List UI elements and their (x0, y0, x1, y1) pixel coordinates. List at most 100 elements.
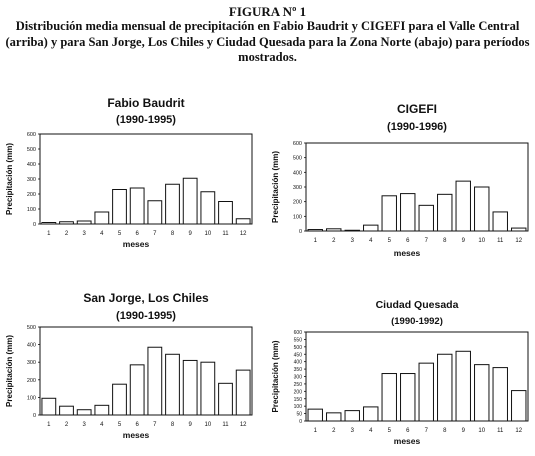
y-tick-label: 300 (293, 185, 302, 191)
figure-caption: Distribución media mensual de precipitac… (5, 19, 530, 64)
bar-month-6 (129, 364, 145, 416)
bar-month-12 (511, 227, 527, 232)
bar-month-6 (400, 373, 416, 422)
y-tick-label: 450 (294, 352, 303, 358)
x-axis-title: meses (123, 239, 150, 249)
y-tick-label: 400 (293, 170, 302, 176)
x-tick-label: 11 (497, 238, 504, 244)
x-tick-label: 11 (497, 428, 504, 434)
bar-month-6 (400, 193, 416, 232)
y-tick-label: 500 (294, 345, 303, 351)
y-tick-label: 300 (294, 375, 303, 381)
chart-title: CIGEFI (397, 102, 437, 116)
y-tick-label: 200 (27, 192, 36, 198)
bar-month-1 (307, 229, 323, 232)
bar-month-4 (94, 211, 110, 225)
x-tick-label: 4 (100, 422, 104, 428)
bar-month-11 (218, 382, 233, 416)
chart-title: Fabio Baudrit (107, 96, 184, 110)
y-tick-label: 550 (294, 337, 303, 343)
x-tick-label: 8 (171, 422, 175, 428)
bar-month-11 (492, 367, 508, 422)
bar-month-12 (235, 218, 251, 225)
bar-month-3 (76, 409, 92, 416)
y-tick-label: 400 (27, 162, 36, 168)
y-tick-label: 600 (27, 132, 36, 138)
x-tick-label: 1 (314, 428, 318, 434)
x-tick-label: 4 (369, 428, 373, 434)
x-tick-label: 6 (135, 231, 139, 237)
x-tick-label: 3 (82, 422, 86, 428)
chart-fabio-baudrit-svg: Fabio Baudrit (1990-1995) 0 100 200 300 400 500… (5, 96, 253, 249)
x-tick-label: 9 (462, 238, 466, 244)
bar-month-5 (381, 195, 397, 232)
bar-month-3 (76, 220, 92, 225)
x-tick-label: 12 (240, 422, 247, 428)
chart-ciudad-quesada: Ciudad Quesada (1990-1992) 0 50 100 150 200 250… (268, 296, 535, 452)
chart-fabio-baudrit: Fabio Baudrit (1990-1995) 0 100 200 300 400 500… (0, 92, 268, 252)
x-tick-label: 1 (47, 231, 51, 237)
x-tick-label: 5 (118, 231, 122, 237)
x-tick-label: 8 (171, 231, 175, 237)
x-tick-label: 6 (135, 422, 139, 428)
chart-subtitle: (1990-1995) (116, 310, 176, 322)
x-tick-label: 2 (332, 238, 336, 244)
y-tick-label: 600 (293, 141, 302, 147)
bar-month-4 (363, 224, 379, 232)
x-axis-title: meses (123, 430, 150, 440)
bar-month-2 (59, 221, 74, 225)
bar-month-2 (326, 412, 342, 422)
chart-title: San Jorge, Los Chiles (83, 291, 209, 305)
x-tick-label: 7 (425, 428, 429, 434)
y-tick-label: 200 (293, 200, 302, 206)
bar-month-8 (165, 353, 180, 416)
chart-title: Ciudad Quesada (376, 299, 459, 311)
y-axis-title: Precipitación (mm) (5, 143, 14, 215)
bar-month-11 (492, 211, 508, 232)
y-tick-label: 100 (293, 214, 302, 220)
bar-month-7 (418, 204, 434, 232)
bar-month-10 (200, 191, 216, 225)
x-tick-label: 8 (443, 428, 447, 434)
bar-month-9 (182, 359, 198, 416)
bar-month-5 (112, 189, 127, 225)
y-tick-label: 200 (294, 389, 303, 395)
x-tick-label: 10 (478, 238, 485, 244)
bar-month-2 (59, 405, 74, 416)
x-tick-label: 11 (222, 422, 229, 428)
figure-label: FIGURA Nº 1 (228, 4, 307, 19)
x-tick-label: 12 (240, 231, 247, 237)
bar-month-4 (94, 404, 110, 416)
y-axis-title: Precipitación (mm) (5, 335, 14, 407)
x-tick-label: 6 (406, 238, 410, 244)
y-tick-label: 0 (33, 222, 36, 228)
y-tick-label: 150 (294, 397, 303, 403)
bar-month-5 (381, 373, 397, 422)
bar-month-8 (437, 353, 453, 422)
y-tick-label: 100 (294, 404, 303, 410)
y-tick-label: 200 (27, 378, 36, 384)
x-tick-label: 8 (443, 238, 447, 244)
bar-month-10 (474, 186, 490, 232)
bar-month-10 (200, 361, 216, 416)
x-tick-label: 12 (515, 428, 522, 434)
y-tick-label: 100 (27, 395, 36, 401)
bar-month-12 (511, 390, 527, 422)
x-tick-label: 2 (65, 422, 69, 428)
bar-month-9 (182, 177, 198, 225)
x-tick-label: 12 (515, 238, 522, 244)
chart-san-jorge-los-chiles-svg: San Jorge, Los Chiles (1990-1995) 0 100 200 3… (5, 291, 253, 440)
y-tick-label: 50 (296, 412, 302, 418)
y-tick-label: 100 (27, 207, 36, 213)
bar-month-9 (455, 180, 471, 232)
y-tick-label: 0 (299, 229, 302, 235)
bar-month-1 (41, 397, 57, 416)
bar-month-8 (437, 193, 453, 232)
bar-month-7 (147, 200, 163, 225)
x-tick-label: 11 (222, 231, 229, 237)
x-tick-label: 3 (351, 428, 355, 434)
x-tick-label: 4 (369, 238, 373, 244)
bar-month-1 (41, 222, 57, 225)
x-tick-label: 3 (351, 238, 355, 244)
